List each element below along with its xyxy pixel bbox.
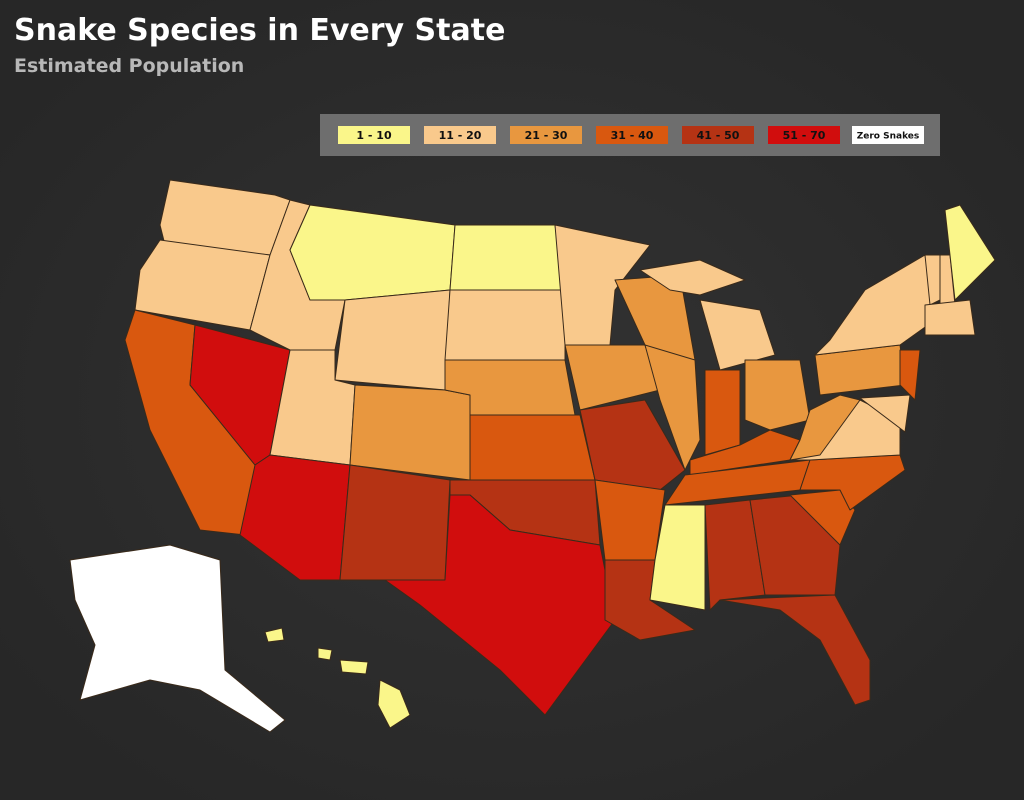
state xyxy=(704,369,741,456)
state xyxy=(744,359,811,431)
state xyxy=(317,647,333,661)
state xyxy=(594,479,666,561)
legend-label: 21 - 30 xyxy=(525,129,568,142)
state xyxy=(384,494,616,716)
state xyxy=(644,344,701,471)
state xyxy=(859,394,911,433)
state xyxy=(699,299,776,371)
legend-swatch xyxy=(338,126,410,144)
state xyxy=(469,414,596,481)
state xyxy=(334,289,451,391)
state xyxy=(444,289,566,361)
states xyxy=(69,179,996,733)
state xyxy=(649,504,706,611)
legend-swatch xyxy=(852,126,924,144)
legend-label: Zero Snakes xyxy=(857,132,920,142)
state xyxy=(924,299,976,336)
state xyxy=(339,464,451,581)
legend-swatch xyxy=(596,126,668,144)
state xyxy=(377,679,411,729)
state xyxy=(789,394,861,461)
legend: 1 - 10 11 - 20 21 - 30 31 - 40 41 - 50 51 - 7… xyxy=(338,126,924,144)
legend-swatch xyxy=(510,126,582,144)
legend-swatch xyxy=(682,126,754,144)
state xyxy=(944,204,996,301)
subtitle: Estimated Population xyxy=(14,55,244,77)
state xyxy=(639,259,746,296)
legend-label: 51 - 70 xyxy=(783,129,826,142)
legend-label: 1 - 10 xyxy=(356,129,392,142)
state xyxy=(449,224,566,291)
state xyxy=(134,239,271,331)
legend-label: 41 - 50 xyxy=(697,129,740,142)
legend-swatch xyxy=(424,126,496,144)
legend-swatch xyxy=(768,126,840,144)
state xyxy=(789,489,856,546)
state xyxy=(339,659,369,675)
state xyxy=(719,594,871,706)
state xyxy=(554,224,651,346)
legend-label: 11 - 20 xyxy=(439,129,482,142)
title: Snake Species in Every State xyxy=(14,13,505,48)
state xyxy=(264,627,285,643)
state xyxy=(704,499,766,611)
state xyxy=(69,544,286,733)
state xyxy=(579,399,686,491)
legend-label: 31 - 40 xyxy=(611,129,654,142)
state xyxy=(899,349,921,401)
state xyxy=(349,384,471,481)
